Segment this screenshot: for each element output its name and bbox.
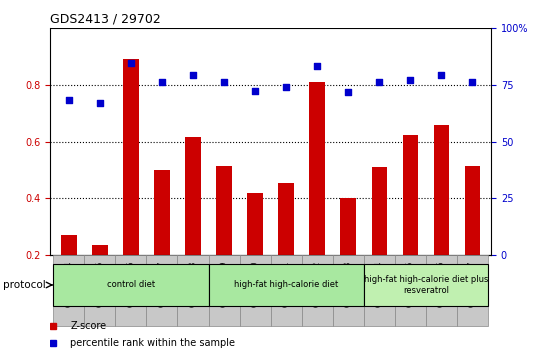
FancyBboxPatch shape: [302, 255, 333, 326]
Bar: [278, 183, 294, 255]
Text: GSM140955: GSM140955: [95, 261, 104, 307]
Text: GSM140957: GSM140957: [157, 261, 166, 307]
FancyBboxPatch shape: [333, 255, 364, 326]
Text: GSM140963: GSM140963: [344, 261, 353, 307]
Text: GSM140956: GSM140956: [127, 261, 136, 307]
FancyBboxPatch shape: [239, 255, 271, 326]
Bar: [217, 166, 232, 255]
Point: [95, 100, 104, 105]
Bar: [340, 198, 356, 255]
Bar: [402, 135, 418, 255]
Point: [344, 89, 353, 95]
Point: [189, 72, 198, 78]
Bar: [154, 170, 170, 255]
Text: high-fat high-calorie diet plus
resveratrol: high-fat high-calorie diet plus resverat…: [364, 275, 488, 295]
Point: [375, 79, 384, 85]
Bar: [372, 167, 387, 255]
Point: [468, 79, 477, 85]
Bar: [61, 235, 76, 255]
Bar: [185, 137, 201, 255]
Point: [64, 97, 73, 103]
Text: percentile rank within the sample: percentile rank within the sample: [70, 338, 235, 348]
Text: GSM140958: GSM140958: [189, 261, 198, 307]
FancyBboxPatch shape: [54, 255, 84, 326]
FancyBboxPatch shape: [209, 255, 239, 326]
Text: protocol: protocol: [3, 280, 46, 290]
Point: [312, 63, 321, 69]
FancyBboxPatch shape: [84, 255, 116, 326]
Text: GSM140960: GSM140960: [251, 261, 259, 307]
Text: GSM140964: GSM140964: [375, 261, 384, 307]
Point: [220, 79, 229, 85]
Point: [406, 78, 415, 83]
Text: GSM140954: GSM140954: [64, 261, 73, 307]
Text: GSM140965: GSM140965: [406, 261, 415, 307]
Text: GSM140962: GSM140962: [312, 261, 322, 307]
Point: [127, 61, 136, 66]
Text: Z-score: Z-score: [70, 321, 107, 331]
Point: [437, 72, 446, 78]
Bar: [310, 82, 325, 255]
Point: [251, 88, 259, 94]
FancyBboxPatch shape: [426, 255, 457, 326]
FancyBboxPatch shape: [177, 255, 209, 326]
Bar: [247, 193, 263, 255]
FancyBboxPatch shape: [146, 255, 177, 326]
FancyBboxPatch shape: [395, 255, 426, 326]
Bar: [92, 245, 108, 255]
FancyBboxPatch shape: [457, 255, 488, 326]
Bar: [54, 264, 209, 306]
Point: [157, 79, 166, 85]
FancyBboxPatch shape: [364, 255, 395, 326]
Bar: [465, 166, 480, 255]
Text: GDS2413 / 29702: GDS2413 / 29702: [50, 13, 161, 26]
Bar: [123, 59, 139, 255]
FancyBboxPatch shape: [271, 255, 302, 326]
Point: [282, 84, 291, 89]
Text: GSM140966: GSM140966: [437, 261, 446, 307]
Text: GSM140961: GSM140961: [282, 261, 291, 307]
Bar: [364, 264, 488, 306]
Text: high-fat high-calorie diet: high-fat high-calorie diet: [234, 280, 338, 290]
FancyBboxPatch shape: [116, 255, 146, 326]
Text: GSM140959: GSM140959: [219, 261, 229, 307]
Bar: [209, 264, 364, 306]
Text: GSM140967: GSM140967: [468, 261, 477, 307]
Text: control diet: control diet: [107, 280, 155, 290]
Bar: [434, 125, 449, 255]
